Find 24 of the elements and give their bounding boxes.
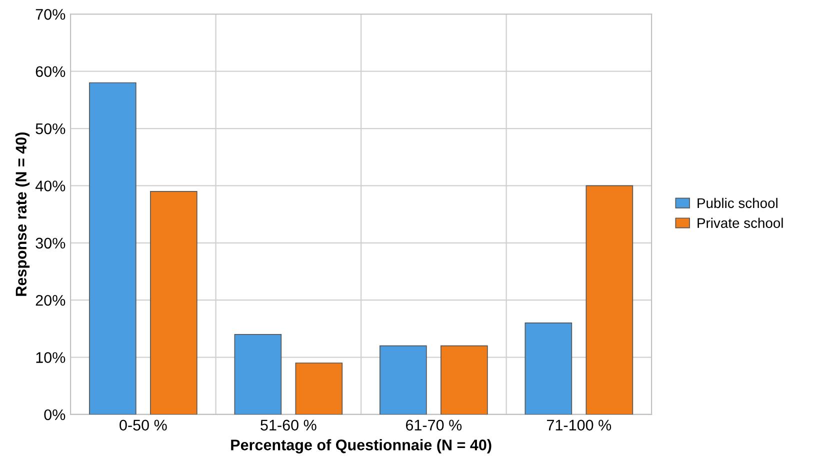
y-tick-label: 30% — [36, 238, 66, 249]
y-tick-label: 10% — [36, 352, 66, 363]
x-tick-label: 51-60 % — [260, 420, 316, 431]
bar — [380, 345, 427, 414]
y-tick-label: 60% — [36, 66, 66, 78]
bar — [89, 82, 136, 414]
bar — [234, 334, 282, 414]
legend-label: Private school — [698, 218, 783, 228]
x-tick-label: 0-50 % — [120, 420, 167, 431]
bar — [440, 345, 488, 414]
y-tick-label: 40% — [35, 180, 66, 192]
y-axis-title: Response rate (N = 40) — [15, 132, 30, 296]
legend-label: Public school — [698, 198, 778, 208]
bar — [524, 322, 572, 414]
bar — [295, 362, 343, 414]
x-axis-title: Percentage of Questionnaie (N = 40) — [231, 439, 492, 454]
y-tick-label: 0% — [44, 409, 66, 420]
y-tick-label: 20% — [36, 294, 66, 306]
x-tick-label: 61-70 % — [406, 420, 462, 431]
x-tick-label: 71-100 % — [547, 420, 612, 431]
bar — [586, 185, 634, 414]
y-tick-label: 50% — [36, 123, 66, 134]
bar — [150, 191, 198, 414]
y-tick-label: 70% — [36, 9, 66, 20]
